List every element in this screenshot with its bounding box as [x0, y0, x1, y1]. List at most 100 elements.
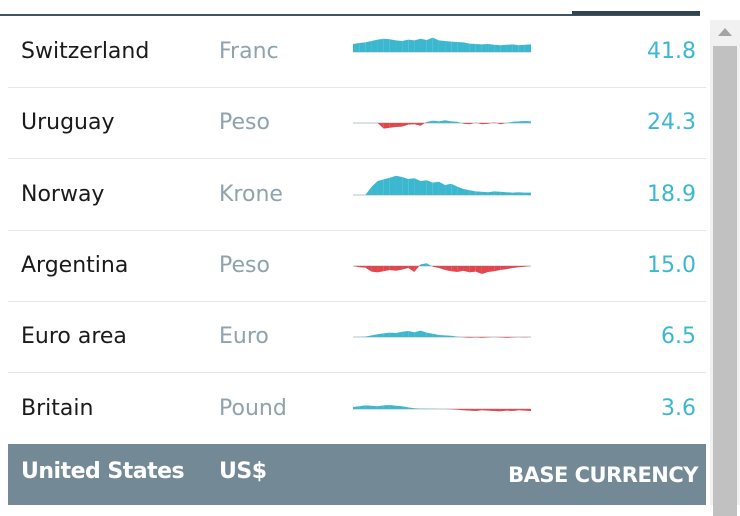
- sparkline-segment: [525, 192, 531, 194]
- sparkline-segment: [519, 45, 525, 52]
- sparkline-segment: [445, 183, 451, 194]
- sparkline-segment: [421, 180, 427, 195]
- sparkline-segment: [408, 266, 414, 272]
- sparkline-segment: [378, 39, 384, 52]
- sparkline-segment: [353, 406, 359, 409]
- country-name: Euro area: [21, 301, 127, 372]
- sparkline-segment: [396, 266, 402, 271]
- sparkline-segment: [384, 266, 390, 271]
- sparkline-segment: [513, 192, 519, 195]
- sparkline-segment: [476, 409, 482, 411]
- sparkline-segment: [525, 409, 531, 411]
- table-row[interactable]: Britain Pound 3.6: [8, 373, 706, 445]
- sparkline-segment: [359, 405, 365, 409]
- sparkline-segment: [494, 409, 500, 411]
- sparkline-segment: [408, 40, 414, 52]
- sparkline-segment: [353, 266, 359, 267]
- sparkline-segment: [353, 43, 359, 52]
- country-name: Switzerland: [21, 16, 149, 87]
- sparkline-segment: [470, 266, 476, 272]
- sparkline-segment: [421, 331, 427, 337]
- sparkline-segment: [371, 405, 377, 408]
- sparkline-segment: [500, 337, 506, 338]
- sparkline-segment: [506, 266, 512, 269]
- sparkline-segment: [500, 191, 506, 194]
- country-name: Norway: [21, 159, 104, 230]
- table-row[interactable]: Euro area Euro 6.5: [8, 301, 706, 373]
- sparkline-segment: [525, 44, 531, 52]
- sparkline-segment: [445, 336, 451, 338]
- sparkline-segment: [439, 181, 445, 194]
- table-row[interactable]: Switzerland Franc 41.8: [8, 16, 706, 88]
- sparkline-segment: [390, 333, 396, 337]
- sparkline-segment: [371, 334, 377, 337]
- scrollbar[interactable]: [710, 20, 740, 505]
- sparkline-segment: [384, 177, 390, 194]
- sparkline-segment: [378, 123, 384, 129]
- table-row[interactable]: Argentina Peso 15.0: [8, 230, 706, 302]
- sparkline-segment: [396, 40, 402, 52]
- sparkline-segment: [463, 123, 469, 124]
- sparkline-segment: [500, 45, 506, 52]
- currency-name: Peso: [219, 230, 270, 301]
- sparkline-segment: [390, 39, 396, 52]
- sparkline-segment: [427, 180, 433, 195]
- sparkline-segment: [457, 409, 463, 410]
- sparkline-segment: [414, 123, 420, 126]
- sparkline-segment: [390, 405, 396, 409]
- sparkline-segment: [421, 39, 427, 52]
- sparkline-segment: [365, 41, 371, 52]
- sparkline-segment: [408, 407, 414, 409]
- sparkline-segment: [445, 41, 451, 52]
- scrollbar-thumb[interactable]: [713, 46, 737, 516]
- sparkline-segment: [451, 409, 457, 410]
- base-currency-label: BASE CURRENCY: [508, 444, 698, 506]
- sparkline-segment: [433, 181, 439, 194]
- sparkline-segment: [390, 266, 396, 271]
- sparkline-segment: [470, 409, 476, 411]
- sparkline-segment: [402, 40, 408, 52]
- sparkline-segment: [451, 266, 457, 272]
- sparkline-segment: [414, 408, 420, 409]
- base-currency-row: United States US$ BASE CURRENCY: [8, 444, 706, 505]
- sparkline-segment: [396, 123, 402, 127]
- currency-name: Krone: [219, 159, 283, 230]
- valuation-value: 41.8: [647, 16, 696, 87]
- sparkline-segment: [494, 191, 500, 195]
- sparkline-segment: [371, 181, 377, 195]
- sparkline-segment: [445, 120, 451, 123]
- sparkline-segment: [427, 121, 433, 123]
- table-row[interactable]: Norway Krone 18.9: [8, 159, 706, 231]
- scroll-up-arrow-icon[interactable]: [718, 28, 732, 36]
- table-row[interactable]: Uruguay Peso 24.3: [8, 87, 706, 159]
- sparkline-segment: [414, 331, 420, 337]
- sparkline-segment: [506, 44, 512, 52]
- sparkline-segment: [378, 334, 384, 338]
- sparkline-segment: [513, 409, 519, 411]
- sparkline-segment: [414, 178, 420, 195]
- sparkline-segment: [476, 44, 482, 52]
- sparkline-segment: [396, 332, 402, 337]
- sparkline-segment: [371, 266, 377, 272]
- sparkline-segment: [519, 409, 525, 411]
- sparkline-segment: [439, 120, 445, 123]
- sparkline-segment: [506, 409, 512, 411]
- country-name: Argentina: [21, 230, 128, 301]
- sparkline-segment: [390, 123, 396, 128]
- country-name: Britain: [21, 373, 93, 444]
- sparkline-segment: [384, 123, 390, 129]
- sparkline-segment: [365, 266, 371, 272]
- sparkline-segment: [433, 38, 439, 52]
- sparkline-segment: [476, 191, 482, 195]
- sparkline-segment: [519, 121, 525, 123]
- sparkline-segment: [500, 266, 506, 270]
- sparkline-segment: [500, 409, 506, 411]
- valuation-value: 24.3: [647, 87, 696, 158]
- sparkline-segment: [384, 39, 390, 52]
- sparkline-chart: [353, 169, 533, 219]
- sparkline-segment: [359, 42, 365, 52]
- sparkline-segment: [402, 177, 408, 195]
- sparkline-segment: [494, 45, 500, 52]
- sparkline-segment: [445, 266, 451, 271]
- sparkline-segment: [439, 335, 445, 337]
